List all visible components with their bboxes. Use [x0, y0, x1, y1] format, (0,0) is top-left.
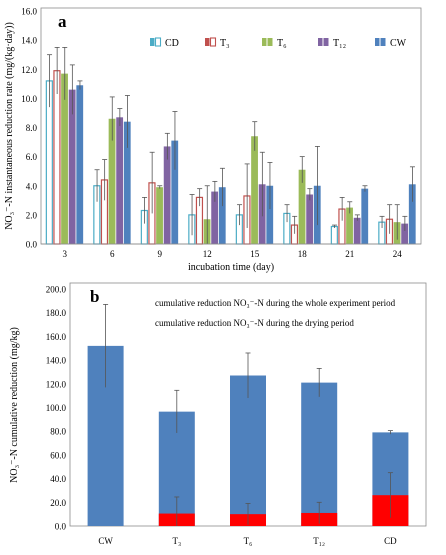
panel-a-bar-T₆: [156, 187, 163, 244]
panel-a-x-tick-label: 3: [63, 249, 68, 259]
panel-b-y-axis-label: NO₃⁻-N cumulative reduction (mg/kg): [9, 327, 20, 483]
panel-a-x-tick-label: 24: [393, 249, 403, 259]
panel-a-x-ticks: 3 6 9 12 15 18 21 24: [63, 249, 403, 259]
panel-a-bar-T₆: [61, 73, 68, 245]
panel-a-legend-label: CD: [165, 38, 179, 49]
panel-b-x-tick-label: CD: [384, 536, 397, 546]
panel-b-y-tick-label: 180.0: [46, 308, 67, 318]
panel-a-x-tick-label: 18: [298, 249, 308, 259]
panel-a-y-tick-label: 8.0: [26, 123, 38, 133]
panel-a-x-tick-label: 9: [158, 249, 163, 259]
panel-a-legend-swatch-T₆: [262, 38, 267, 46]
panel-a-legend-swatch-hollow-CD: [154, 37, 162, 47]
panel-a-y-tick-label: 0.0: [26, 240, 38, 250]
panel-a-legend-label: T₆: [277, 38, 287, 49]
panel-a-y-tick-label: 10.0: [21, 94, 37, 104]
panel-a-bar-CW: [123, 121, 131, 244]
panel-a-bar-T₁₂: [211, 191, 219, 244]
panel-a-legend-swatch-hollow-T₃: [209, 37, 217, 47]
panel-b-y-tick-label: 140.0: [46, 356, 67, 366]
panel-b-y-tick-label: 160.0: [46, 332, 67, 342]
panel-a-bar-T₁₂: [401, 223, 409, 244]
panel-b-y-tick-label: 60.0: [50, 450, 66, 460]
panel-b-y-tick-label: 80.0: [50, 427, 66, 437]
panel-a-y-tick-label: 14.0: [21, 36, 37, 46]
panel-a-y-tick-label: 12.0: [21, 65, 37, 75]
panel-a-legend-label: CW: [390, 38, 407, 49]
panel-b-x-tick-label: T₃: [172, 536, 181, 546]
panel-a-legend-swatch-CD: [150, 38, 155, 46]
panel-a-y-ticks: 0.0 2.0 4.0 6.0 8.0 10.0 12.0 14.0 16.0: [21, 7, 37, 250]
panel-a-bar-T₆: [251, 136, 258, 244]
panel-a-bars: [45, 47, 416, 245]
panel-b-label: b: [90, 287, 99, 306]
panel-a-y-tick-label: 16.0: [21, 7, 37, 17]
panel-a-bar-T₆: [108, 118, 116, 244]
panel-a-x-tick-label: 12: [203, 249, 212, 259]
panel-a-bar-T₆: [298, 169, 306, 244]
panel-a-bar-CW: [76, 85, 84, 244]
panel-a-legend-swatch-T₁₂: [318, 38, 323, 46]
panel-a-bar-T₁₂: [353, 217, 361, 244]
panel-b-y-tick-label: 40.0: [50, 474, 66, 484]
panel-a-bar-CW: [218, 187, 226, 244]
panel-a-bar-T₃: [53, 70, 61, 245]
panel-b-x-ticks: CW T₃ T₆ T₁₂ CD: [98, 536, 397, 546]
panel-a-legend: CD T₃ T₆ T₁₂ CW: [150, 37, 407, 49]
panel-a-bar-T₁₂: [163, 146, 171, 244]
panel-a-legend-label: T₁₂: [333, 38, 346, 49]
panel-b-bars: [87, 304, 409, 526]
panel-b-y-tick-label: 100.0: [46, 403, 67, 413]
panel-a-x-axis-label: incubation time (day): [188, 262, 274, 273]
panel-b-x-tick-label: CW: [98, 536, 113, 546]
panel-a-x-tick-label: 21: [345, 249, 354, 259]
panel-a-legend-swatch-b-T₆: [267, 38, 273, 46]
panel-a-y-tick-label: 4.0: [26, 181, 38, 191]
panel-b-x-tick-label: T₆: [244, 536, 253, 546]
panel-b-bar-whole-period: [230, 375, 266, 526]
panel-a-bar-T₁₂: [306, 194, 314, 244]
panel-b-y-tick-label: 20.0: [50, 498, 66, 508]
panel-a-bar-T₁₂: [116, 117, 124, 244]
panel-b-x-tick-label: T₁₂: [313, 536, 325, 546]
panel-b-y-tick-label: 200.0: [46, 285, 67, 295]
panel-a-legend-swatch-b-T₁₂: [323, 38, 329, 46]
panel-a-bar-T₁₂: [68, 89, 76, 244]
panel-a-bar-CW: [408, 184, 416, 244]
panel-a-bar-CW: [171, 140, 179, 244]
panel-a-y-tick-label: 2.0: [26, 210, 38, 220]
panel-a-legend-swatch-T₃: [205, 38, 210, 46]
panel-b-y-ticks: 0.0 20.0 40.0 60.0 80.0 100.0 120.0 140.0 160.0 1…: [46, 285, 67, 532]
panel-a-bar-T₆: [346, 207, 353, 244]
panel-a-y-axis-label: NO₃⁻-N instantaneous reduction rate (mg/…: [4, 22, 15, 230]
panel-b-legend: cumulative reduction NO₃⁻-N during the w…: [155, 298, 396, 328]
panel-a-y-tick-label: 6.0: [26, 152, 38, 162]
panel-a-bar-CW: [266, 185, 274, 244]
panel-a-bar-CD: [330, 225, 338, 245]
panel-b-y-tick-label: 0.0: [55, 522, 67, 532]
panel-b-legend-label: cumulative reduction NO₃⁻-N during the w…: [155, 298, 396, 308]
panel-a-label: a: [58, 12, 67, 31]
panel-b-y-tick-label: 120.0: [46, 379, 67, 389]
panel-a-legend-label: T₃: [220, 38, 230, 49]
panel-a-legend-swatch-b-CW: [380, 38, 386, 46]
panel-a-legend-swatch-CW: [375, 38, 380, 46]
panel-b-legend-label: cumulative reduction NO₃⁻-N during the d…: [155, 318, 354, 328]
panel-a-x-tick-label: 6: [110, 249, 115, 259]
panel-a-bar-CW: [361, 188, 369, 244]
panel-a-x-tick-label: 15: [250, 249, 260, 259]
